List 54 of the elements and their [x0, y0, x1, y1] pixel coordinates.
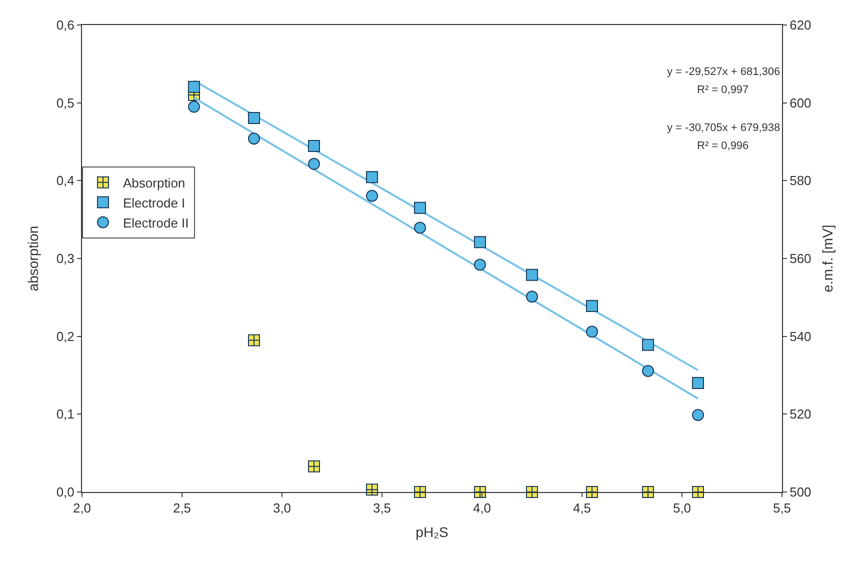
- point: [308, 140, 320, 152]
- x-tick-label: 3,5: [372, 500, 392, 516]
- y-tick-label: 0,2: [56, 328, 74, 344]
- y2-tick-label: 520: [790, 406, 812, 422]
- point: [586, 326, 598, 338]
- y2-tick-label: 560: [790, 251, 812, 266]
- annotation: y = -29,527x + 681,306: [667, 66, 780, 78]
- x-tick-label: 5,0: [672, 500, 692, 516]
- y-axis-title: absorption: [24, 226, 41, 292]
- point: [366, 171, 378, 184]
- x-axis-title: pH₂S: [416, 524, 448, 540]
- point: [692, 408, 704, 421]
- point: [366, 190, 378, 202]
- y-tick-label: 0,5: [56, 95, 74, 110]
- point: [526, 290, 538, 303]
- point: [188, 100, 200, 113]
- point: [308, 460, 320, 472]
- annotation: R² = 0,996: [697, 140, 749, 152]
- point: [642, 338, 654, 351]
- point: [586, 300, 598, 312]
- point: [526, 268, 538, 281]
- point: [414, 222, 426, 234]
- x-tick-label: 4,0: [472, 500, 492, 516]
- x-tick-label: 2,0: [72, 500, 92, 516]
- x-tick-label: 4,5: [572, 500, 592, 516]
- point: [414, 202, 426, 214]
- y-tick-label: 0,4: [56, 173, 74, 188]
- y-tick-label: 0,0: [56, 484, 74, 500]
- y-tick-label: 0,6: [56, 18, 74, 33]
- point: [248, 132, 260, 145]
- y2-tick-label: 580: [790, 173, 812, 188]
- y-tick-label: 0,3: [56, 251, 74, 266]
- point: [308, 158, 320, 170]
- y2-tick-label: 500: [790, 484, 812, 500]
- legend-label: Electrode I: [123, 195, 186, 210]
- point: [474, 236, 486, 248]
- y2-axis-title: e.m.f. [mV]: [820, 224, 836, 292]
- annotation: R² = 0,997: [697, 84, 749, 96]
- x-tick-label: 5,5: [772, 500, 792, 516]
- point: [188, 80, 200, 93]
- y2-tick-label: 620: [790, 18, 812, 33]
- point: [248, 112, 260, 124]
- point: [248, 334, 260, 346]
- x-tick-label: 2,5: [172, 500, 192, 516]
- y2-tick-label: 540: [790, 328, 812, 344]
- point: [474, 258, 486, 271]
- annotation: y = -30,705x + 679,938: [667, 122, 780, 134]
- legend-label: Absorption: [123, 175, 186, 190]
- point: [692, 377, 704, 390]
- x-tick-label: 3,0: [272, 500, 292, 516]
- legend-label: Electrode II: [123, 215, 189, 230]
- point: [642, 364, 654, 377]
- y2-tick-label: 600: [790, 95, 812, 110]
- y-tick-label: 0,1: [56, 406, 74, 422]
